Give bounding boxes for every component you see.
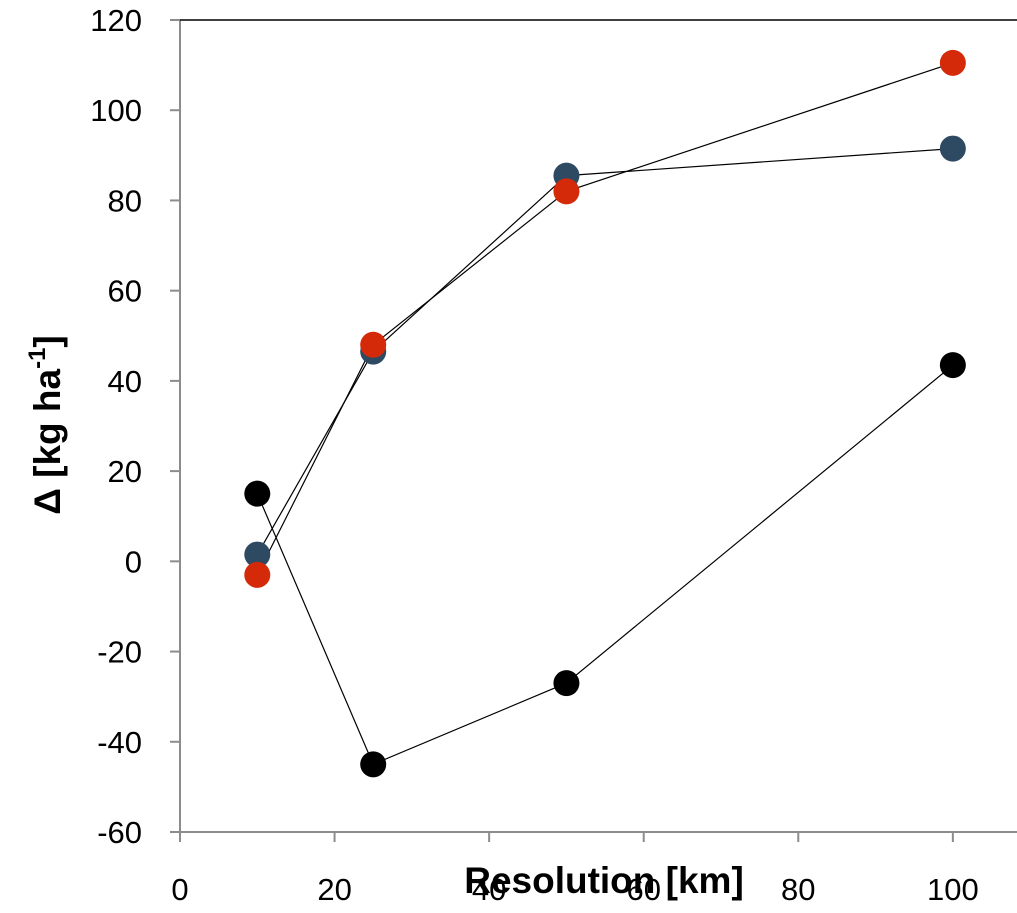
y-tick-label: 80 — [108, 183, 142, 218]
series-2-point — [939, 49, 966, 76]
plot-frame — [179, 19, 1017, 833]
y-tick-label: 120 — [90, 3, 142, 38]
series-points — [244, 49, 966, 778]
y-axis-ticks: -60 -40 -20 0 20 40 60 80 100 120 — [90, 3, 180, 850]
x-tick-label: 80 — [781, 872, 815, 907]
x-tick-label: 100 — [927, 872, 979, 907]
x-axis-ticks: 0 20 40 60 80 100 — [171, 832, 979, 907]
y-axis-title-superscript: -1 — [24, 348, 51, 369]
series-1-point — [244, 541, 271, 568]
series-3-line — [256, 364, 954, 766]
y-tick-label: -40 — [97, 725, 142, 760]
y-axis-title-main: Δ [kg ha — [27, 369, 68, 515]
y-tick-label: 20 — [108, 454, 142, 489]
y-tick-label: 100 — [90, 93, 142, 128]
y-tick-label: 60 — [108, 274, 142, 309]
series-3-point — [244, 480, 271, 507]
x-tick-label: 40 — [472, 872, 506, 907]
y-tick-label: 40 — [108, 364, 142, 399]
series-2-line — [256, 62, 954, 576]
series-1-point — [939, 135, 966, 162]
x-tick-label: 0 — [171, 872, 188, 907]
series-3-point — [360, 751, 387, 778]
series-lines — [256, 62, 954, 766]
y-tick-label: 0 — [125, 544, 142, 579]
series-2-point — [553, 178, 580, 205]
series-3-point — [939, 352, 966, 379]
y-tick-label: -20 — [97, 635, 142, 670]
x-tick-label: 20 — [317, 872, 351, 907]
series-2-point — [244, 561, 271, 588]
y-axis-title-group: Δ [kg ha-1] — [24, 335, 68, 515]
x-tick-label: 60 — [626, 872, 660, 907]
x-axis-title: Resolution [km] — [464, 860, 744, 901]
y-axis-title-close: ] — [27, 335, 68, 347]
y-tick-label: -60 — [97, 815, 142, 850]
series-2-point — [360, 331, 387, 358]
y-axis-title: Δ [kg ha-1] — [24, 335, 68, 515]
series-3-point — [553, 670, 580, 697]
series-1-line — [256, 148, 953, 555]
